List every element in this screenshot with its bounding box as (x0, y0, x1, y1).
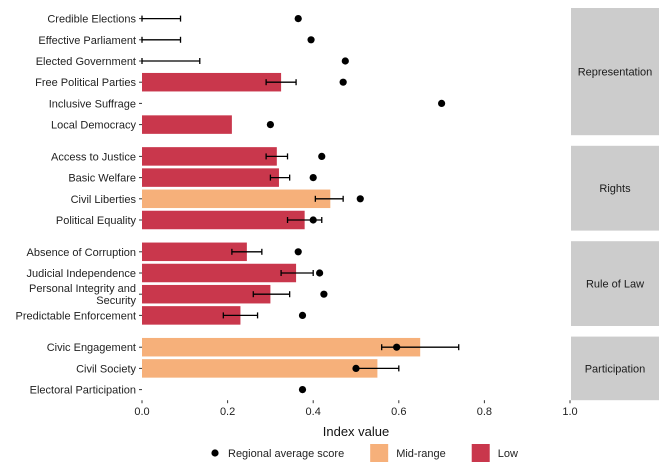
bar (142, 284, 271, 304)
bar (142, 189, 331, 209)
facet-strip (571, 8, 659, 136)
bar (142, 359, 378, 378)
legend: Regional average score Mid-range Low (211, 444, 518, 462)
bar (142, 242, 247, 262)
chart-row: Electoral Participation (30, 385, 307, 397)
chart-row: Personal Integrity and Security (29, 283, 328, 307)
y-tick-label: Basic Welfare (68, 173, 136, 185)
chart-row: Local Democracy (51, 115, 274, 134)
bar (142, 263, 297, 283)
y-tick-label-line: Security (96, 295, 136, 307)
legend-swatch (370, 444, 389, 462)
y-tick-label-line: Personal Integrity and (29, 283, 136, 295)
regional-average-point (294, 15, 302, 23)
facet-strip (571, 241, 659, 326)
legend-label: Mid-range (396, 448, 446, 460)
regional-average-point (393, 343, 401, 351)
x-tick-label: 0.2 (220, 406, 235, 418)
chart-row: Basic Welfare (68, 168, 317, 187)
facet-panel: Participation Civic Engagement Civil Socie… (30, 336, 659, 401)
panel-background (142, 8, 570, 136)
regional-average-point (266, 121, 274, 129)
bar (142, 147, 277, 166)
x-tick-label: 1.0 (562, 406, 577, 418)
bar (142, 115, 232, 134)
chart-row: Political Equality (56, 210, 323, 230)
chart-panels: Representation Credible Elections Effectiv… (16, 8, 659, 401)
chart-row: Credible Elections (47, 14, 302, 26)
bar (142, 337, 421, 357)
regional-average-point (438, 99, 446, 107)
facet-strip-label: Rights (599, 183, 631, 195)
chart-row: Access to Justice (51, 147, 326, 166)
regional-average-point (352, 364, 360, 372)
y-tick-label: Judicial Independence (27, 268, 136, 280)
chart-row: Judicial Independence (27, 263, 324, 283)
y-tick-label: Absence of Corruption (27, 247, 136, 259)
y-tick-label: Personal Integrity and Security (29, 283, 137, 307)
x-tick-label: 0.0 (134, 406, 149, 418)
facet-panel: Representation Credible Elections Effectiv… (35, 8, 659, 136)
chart-row: Predictable Enforcement (16, 306, 307, 325)
facet-strip-label: Rule of Law (586, 279, 644, 291)
regional-average-point (307, 36, 315, 44)
chart-row: Free Political Parties (35, 72, 347, 92)
regional-average-point (309, 216, 317, 224)
regional-average-point (318, 152, 326, 160)
chart-row: Civil Society (76, 359, 400, 378)
regional-average-point (309, 174, 317, 182)
chart-row: Elected Government (36, 56, 349, 68)
facet-strip (571, 336, 659, 401)
x-axis: 0.0 0.2 0.4 0.6 0.8 1.0 (134, 400, 578, 418)
y-tick-label: Credible Elections (47, 14, 136, 26)
y-tick-label: Civil Liberties (71, 194, 137, 206)
chart-row: Civic Engagement (47, 337, 460, 357)
regional-average-point (339, 78, 347, 86)
y-tick-label: Political Equality (56, 215, 137, 227)
regional-average-point (341, 57, 349, 65)
bar (142, 210, 305, 230)
chart-row: Inclusive Suffrage (49, 98, 446, 110)
chart-row: Absence of Corruption (27, 242, 302, 262)
x-tick-label: 0.8 (477, 406, 492, 418)
regional-average-point (356, 195, 364, 203)
y-tick-label: Elected Government (36, 56, 136, 68)
regional-average-point (294, 248, 302, 256)
chart-row: Civil Liberties (71, 189, 364, 209)
facet-strip-label: Representation (578, 67, 653, 79)
legend-label: Low (498, 448, 518, 460)
bar (142, 72, 282, 92)
facet-panel: Rights Access to Justice Basic Welfare Civi… (51, 145, 659, 231)
y-tick-label: Civil Society (76, 363, 136, 375)
y-tick-label: Local Democracy (51, 120, 136, 132)
regional-average-point (298, 386, 307, 394)
facet-panel: Rule of Law Absence of Corruption Judicial… (16, 241, 659, 326)
x-tick-label: 0.6 (391, 406, 406, 418)
x-axis-title: Index value (323, 424, 390, 439)
y-tick-label: Predictable Enforcement (16, 310, 136, 322)
facet-strip (571, 145, 659, 231)
bar (142, 168, 279, 187)
y-tick-label: Effective Parliament (38, 35, 136, 47)
regional-average-point (298, 311, 307, 319)
chart-row: Effective Parliament (38, 35, 315, 47)
legend-swatch (471, 444, 490, 462)
y-tick-label: Free Political Parties (35, 77, 136, 89)
facet-strip-label: Participation (585, 363, 646, 375)
bar (142, 306, 241, 325)
y-tick-label: Civic Engagement (47, 342, 136, 354)
y-tick-label: Inclusive Suffrage (49, 98, 136, 110)
regional-average-point (316, 269, 324, 277)
legend-label: Regional average score (228, 448, 344, 460)
legend-swatch-dot (211, 449, 219, 457)
y-tick-label: Electoral Participation (30, 385, 136, 397)
regional-average-point (320, 290, 328, 298)
x-tick-label: 0.4 (306, 406, 321, 418)
y-tick-label: Access to Justice (51, 151, 136, 163)
